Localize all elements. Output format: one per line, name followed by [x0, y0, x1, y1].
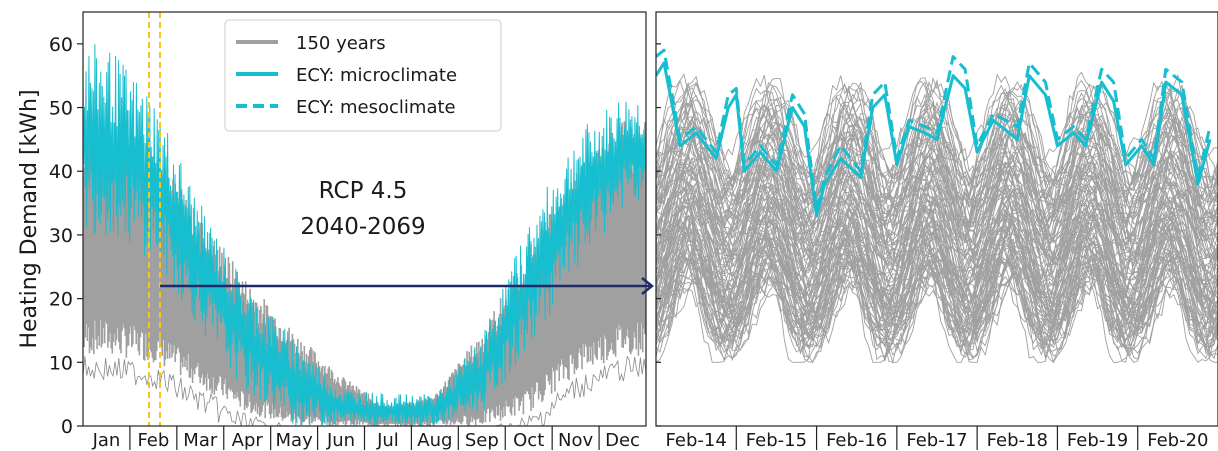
ensemble-member-line	[656, 257, 1218, 326]
zoom-arrow-head	[641, 277, 655, 295]
x-tick-label-oct: Oct	[513, 430, 544, 451]
x-tick-label-jun: Jun	[326, 430, 355, 451]
ensemble-member-line	[656, 92, 1218, 208]
series-ecy-microclimate-annual	[83, 44, 646, 426]
ensemble-member-line	[656, 186, 1218, 326]
ensemble-member-line	[656, 193, 1218, 302]
ensemble-member-line	[656, 97, 1218, 211]
y-tick-label: 10	[49, 352, 73, 374]
week-panel: Feb-14 Feb-15 Feb-16 Feb-17 Feb-18 Feb-19 Feb-…	[655, 11, 1218, 451]
x-tick-label-dec: Dec	[605, 430, 640, 451]
x-tick-label-sep: Sep	[465, 430, 499, 451]
week-plot-frame	[655, 11, 1218, 427]
ensemble-member-line	[656, 165, 1218, 267]
y-tick-label: 0	[61, 416, 73, 438]
x-tick-label-jul: Jul	[376, 430, 399, 451]
ensemble-member-line	[656, 115, 1218, 212]
x-tick-label-feb-19: Feb-19	[1067, 430, 1128, 451]
x-tick-label-nov: Nov	[558, 430, 593, 451]
x-tick-label-feb-16: Feb-16	[826, 430, 887, 451]
ensemble-member-line	[656, 203, 1218, 320]
ensemble-member-line	[656, 223, 1218, 334]
x-tick-label-aug: Aug	[417, 430, 452, 451]
ensemble-member-line	[656, 131, 1218, 207]
x-axis-day-ticks: Feb-14 Feb-15 Feb-16 Feb-17 Feb-18 Feb-19 Feb-…	[666, 426, 1208, 451]
legend-label-microclimate: ECY: microclimate	[296, 65, 457, 86]
y-axis-ticks: 0 10 20 30 40 50 60	[49, 34, 83, 438]
x-tick-label-feb-14: Feb-14	[666, 430, 727, 451]
ensemble-member-line	[656, 177, 1218, 247]
ensemble-member-line	[656, 157, 1218, 247]
series-150-years-min-trace	[83, 355, 646, 426]
x-tick-label-feb-20: Feb-20	[1147, 430, 1208, 451]
y-axis-label: Heating Demand [kWh]	[17, 89, 42, 348]
legend-box	[224, 19, 502, 132]
ensemble-member-line	[656, 101, 1218, 187]
x-tick-label-jan: Jan	[92, 430, 121, 451]
ensemble-member-line	[656, 200, 1218, 282]
annual-panel: 0 10 20 30 40 50 60 Jan Feb Mar Apr May Jun Jul Aug Se…	[17, 11, 647, 451]
x-tick-label-feb-17: Feb-17	[906, 430, 967, 451]
week-y-axis-ticks	[656, 43, 661, 427]
series-ecy-annual-trace	[83, 44, 646, 426]
ensemble-member-line	[656, 257, 1218, 355]
ensemble-member-line	[656, 143, 1218, 250]
legend-label-150-years: 150 years	[296, 33, 386, 54]
ensemble-member-line	[656, 209, 1218, 301]
legend-label-mesoclimate: ECY: mesoclimate	[296, 97, 456, 118]
y-tick-label: 30	[49, 225, 73, 247]
x-tick-label-apr: Apr	[232, 430, 264, 451]
legend: 150 years ECY: microclimate ECY: mesocli…	[224, 19, 502, 132]
x-tick-label-feb: Feb	[137, 430, 169, 451]
x-tick-label-feb-15: Feb-15	[746, 430, 807, 451]
series-ecy-week	[656, 48, 1212, 218]
ensemble-member-line	[656, 159, 1218, 289]
y-tick-label: 40	[49, 161, 73, 183]
x-axis-month-ticks: Jan Feb Mar Apr May Jun Jul Aug Sep Oct Nov Dec	[92, 426, 640, 451]
ensemble-member-line	[656, 247, 1218, 364]
y-tick-label: 20	[49, 289, 73, 311]
y-tick-label: 60	[49, 34, 73, 56]
ensemble-member-line	[656, 212, 1218, 335]
x-tick-label-may: May	[276, 430, 314, 451]
scenario-annotation-line-1: RCP 4.5	[319, 178, 408, 204]
ensemble-member-line	[656, 87, 1218, 231]
x-tick-label-feb-18: Feb-18	[987, 430, 1048, 451]
x-tick-label-mar: Mar	[183, 430, 218, 451]
series-ecy-microclimate-line	[656, 61, 1212, 218]
series-150-years-week	[656, 71, 1218, 365]
y-tick-label: 50	[49, 98, 73, 120]
scenario-annotation-line-2: 2040-2069	[300, 214, 425, 240]
